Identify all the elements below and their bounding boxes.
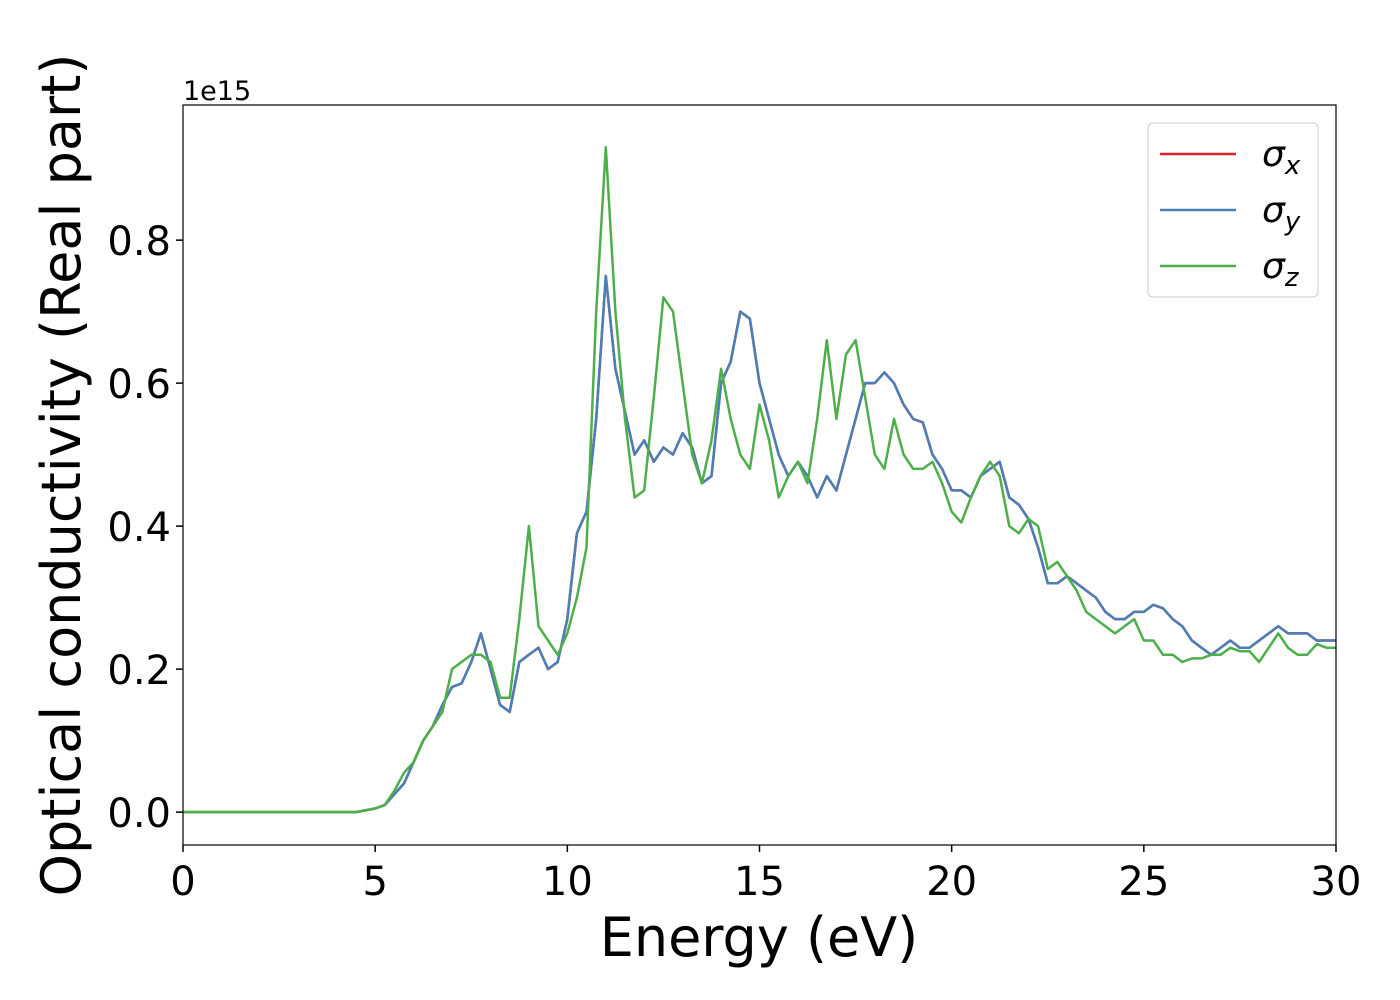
x-tick-label: 10 bbox=[542, 859, 593, 905]
x-tick-label: 0 bbox=[170, 859, 195, 905]
x-tick-label: 15 bbox=[734, 859, 785, 905]
x-tick-label: 5 bbox=[362, 859, 387, 905]
y-tick-label: 0.2 bbox=[107, 648, 171, 694]
x-tick-label: 25 bbox=[1118, 859, 1169, 905]
y-tick-label: 0.6 bbox=[107, 362, 171, 408]
series-line bbox=[183, 274, 1336, 814]
y-axis-label: Optical conductivity (Real part) bbox=[30, 54, 93, 897]
y-tick-label: 0.0 bbox=[107, 791, 171, 837]
x-tick-label: 30 bbox=[1311, 859, 1362, 905]
legend-label: σy bbox=[1262, 190, 1301, 237]
x-axis-label: Energy (eV) bbox=[600, 906, 919, 969]
offset-label: 1e15 bbox=[183, 76, 251, 107]
y-tick-label: 0.8 bbox=[107, 219, 171, 265]
y-tick-label: 0.4 bbox=[107, 505, 171, 551]
legend-label: σx bbox=[1262, 134, 1301, 181]
x-tick-label: 20 bbox=[926, 859, 977, 905]
axes-frame bbox=[182, 104, 1337, 846]
series-line bbox=[183, 145, 1336, 814]
legend-label: σz bbox=[1262, 246, 1300, 293]
series-line bbox=[183, 274, 1336, 814]
